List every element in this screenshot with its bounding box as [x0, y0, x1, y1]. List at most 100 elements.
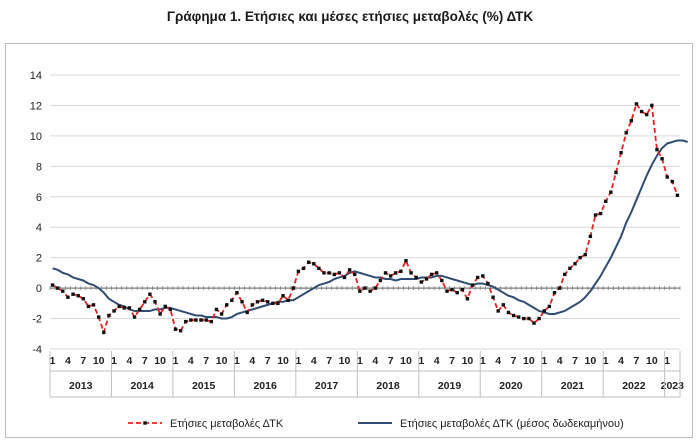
data-point-marker — [219, 312, 224, 316]
x-year-label: 2013 — [69, 380, 93, 392]
data-point-marker — [50, 283, 55, 287]
data-point-marker — [342, 275, 347, 280]
data-point-marker — [383, 271, 388, 275]
data-point-marker — [209, 319, 214, 324]
data-point-marker — [527, 316, 531, 321]
x-month-label: 1 — [111, 355, 117, 367]
x-month-label: 10 — [216, 355, 228, 367]
data-point-marker — [81, 297, 85, 301]
data-point-marker — [204, 318, 208, 322]
data-point-marker — [71, 292, 75, 296]
data-point-marker — [619, 150, 623, 155]
x-month-label: 10 — [339, 355, 351, 367]
data-point-marker — [245, 310, 249, 315]
chart-title: Γράφημα 1. Ετήσιες και μέσες ετήσιες μετ… — [166, 9, 534, 24]
gridlines — [50, 74, 680, 350]
data-point-marker — [655, 147, 659, 152]
x-month-label: 4 — [65, 355, 71, 367]
x-month-label: 7 — [634, 355, 640, 367]
data-point-marker — [230, 298, 234, 302]
data-point-marker — [547, 304, 552, 309]
x-month-label: 1 — [295, 355, 301, 367]
y-tick-label: 6 — [36, 192, 42, 204]
x-month-label: 10 — [400, 355, 412, 367]
x-month-label: 7 — [326, 355, 332, 367]
data-point-marker — [650, 103, 654, 108]
x-month-label: 1 — [480, 355, 486, 367]
data-point-marker — [537, 316, 541, 321]
data-point-marker — [429, 272, 434, 277]
data-point-marker — [465, 297, 470, 301]
x-month-label: 1 — [234, 355, 240, 367]
data-point-marker — [184, 319, 188, 324]
legend: Ετήσιες μεταβολές ΔΤΚ Ετήσιες μεταβολές Δ… — [128, 418, 624, 430]
data-point-marker — [445, 289, 449, 293]
x-month-label: 10 — [646, 355, 658, 367]
data-point-marker — [624, 131, 628, 135]
data-point-marker — [55, 286, 60, 290]
x-month-label: 1 — [541, 355, 547, 367]
data-point-marker — [312, 262, 316, 266]
y-tick-label: 0 — [36, 283, 42, 295]
data-point-marker — [276, 301, 280, 306]
data-point-marker — [347, 268, 352, 272]
x-month-label: 1 — [357, 355, 363, 367]
data-point-marker — [260, 298, 265, 302]
data-point-marker — [107, 313, 111, 318]
y-tick-label: -4 — [32, 344, 42, 356]
x-month-label: 10 — [462, 355, 474, 367]
data-point-marker — [96, 315, 101, 319]
data-point-marker — [353, 272, 357, 277]
x-year-label: 2015 — [192, 380, 216, 392]
series-lines — [52, 101, 688, 336]
data-point-marker — [271, 301, 275, 306]
data-point-marker — [127, 306, 132, 310]
data-point-marker — [645, 112, 649, 117]
data-point-marker — [296, 269, 301, 274]
data-point-marker — [178, 329, 183, 333]
data-point-marker — [496, 309, 500, 313]
data-point-marker — [153, 300, 157, 304]
data-point-marker — [511, 313, 516, 318]
x-month-label: 10 — [585, 355, 597, 367]
data-point-marker — [501, 303, 505, 307]
x-year-label: 2014 — [131, 380, 155, 392]
series-markers — [50, 102, 680, 334]
x-year-label: 2022 — [622, 380, 646, 392]
x-month-label: 1 — [50, 355, 56, 367]
data-point-marker — [66, 295, 70, 299]
data-point-marker — [598, 211, 603, 216]
data-point-marker — [460, 287, 465, 292]
data-point-marker — [225, 303, 229, 307]
data-point-marker — [199, 318, 203, 322]
data-point-marker — [132, 315, 137, 319]
data-point-marker — [143, 300, 147, 304]
x-month-label: 7 — [511, 355, 517, 367]
x-month-label: 1 — [664, 355, 670, 367]
data-point-marker — [332, 272, 336, 277]
data-point-marker — [424, 277, 429, 281]
y-axis-ticks: -4 -2 0 2 4 6 8 10 12 14 — [30, 70, 42, 356]
data-point-marker — [563, 272, 567, 277]
data-point-marker — [250, 303, 255, 307]
x-month-label: 7 — [203, 355, 209, 367]
legend-annual-label: Ετήσιες μεταβολές ΔΤΚ — [170, 418, 284, 430]
data-point-marker — [76, 294, 80, 298]
x-month-label: 7 — [388, 355, 394, 367]
x-month-label: 7 — [572, 355, 578, 367]
data-point-marker — [322, 271, 326, 275]
x-month-label: 10 — [523, 355, 535, 367]
y-tick-label: 8 — [36, 161, 42, 173]
data-point-marker — [475, 275, 480, 280]
legend-average-label: Ετήσιες μεταβολές ΔΤΚ (μέσος δωδεκαμήνου… — [400, 418, 624, 430]
data-point-marker — [358, 289, 362, 293]
x-month-label: 7 — [265, 355, 271, 367]
x-month-label: 4 — [557, 355, 563, 367]
data-point-marker — [117, 304, 121, 309]
data-point-marker — [86, 304, 91, 309]
data-point-marker — [394, 271, 398, 275]
data-point-marker — [91, 303, 96, 307]
data-point-marker — [378, 278, 383, 283]
data-point-marker — [660, 157, 664, 161]
